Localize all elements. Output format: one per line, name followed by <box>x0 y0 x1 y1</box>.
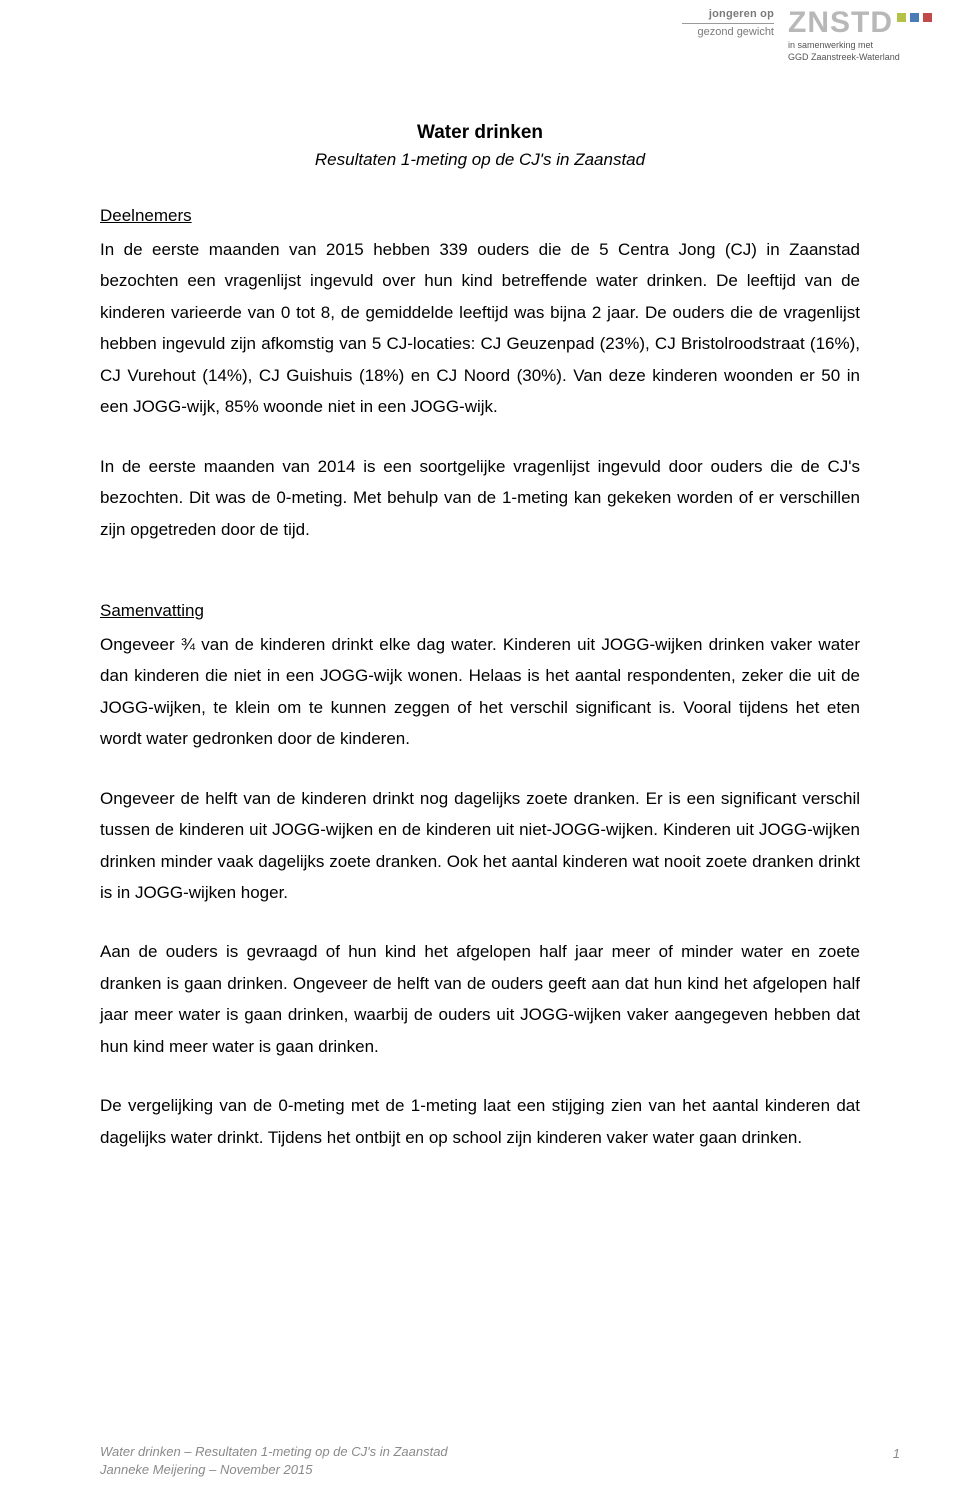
page-number: 1 <box>893 1446 900 1461</box>
paragraph: In de eerste maanden van 2014 is een soo… <box>100 451 860 545</box>
logo-jogg-line1: jongeren op <box>666 8 774 21</box>
square-icon <box>923 13 932 22</box>
footer-line2: Janneke Meijering – November 2015 <box>100 1461 920 1479</box>
square-icon <box>897 13 906 22</box>
footer-text: Water drinken – Resultaten 1-meting op d… <box>100 1443 920 1479</box>
section-heading-samenvatting: Samenvatting <box>100 601 860 621</box>
footer-line1: Water drinken – Resultaten 1-meting op d… <box>100 1443 920 1461</box>
paragraph: De vergelijking van de 0-meting met de 1… <box>100 1090 860 1153</box>
logo-znstd-sub: in samenwerking met GGD Zaanstreek-Water… <box>788 40 900 63</box>
logo-znstd-sub2: GGD Zaanstreek-Waterland <box>788 52 900 64</box>
logo-znstd-text: ZNSTD <box>788 8 893 38</box>
logo-jogg-separator <box>682 23 774 24</box>
logo-znstd-sub1: in samenwerking met <box>788 40 900 52</box>
document-page: jongeren op gezond gewicht ZNSTD in same… <box>0 0 960 1491</box>
square-icon <box>910 13 919 22</box>
paragraph: Aan de ouders is gevraagd of hun kind he… <box>100 936 860 1062</box>
document-title: Water drinken <box>100 122 860 144</box>
section-heading-deelnemers: Deelnemers <box>100 206 860 226</box>
paragraph: Ongeveer ¾ van de kinderen drinkt elke d… <box>100 629 860 755</box>
paragraph: Ongeveer de helft van de kinderen drinkt… <box>100 783 860 909</box>
header-logos: jongeren op gezond gewicht ZNSTD in same… <box>666 8 932 63</box>
logo-jogg: jongeren op gezond gewicht <box>666 8 774 39</box>
document-subtitle: Resultaten 1-meting op de CJ's in Zaanst… <box>100 150 860 170</box>
page-footer: Water drinken – Resultaten 1-meting op d… <box>100 1443 920 1479</box>
logo-jogg-line2: gezond gewicht <box>666 26 774 39</box>
logo-znstd-word: ZNSTD <box>788 8 932 38</box>
logo-znstd: ZNSTD in samenwerking met GGD Zaanstreek… <box>788 8 932 63</box>
paragraph: In de eerste maanden van 2015 hebben 339… <box>100 234 860 423</box>
